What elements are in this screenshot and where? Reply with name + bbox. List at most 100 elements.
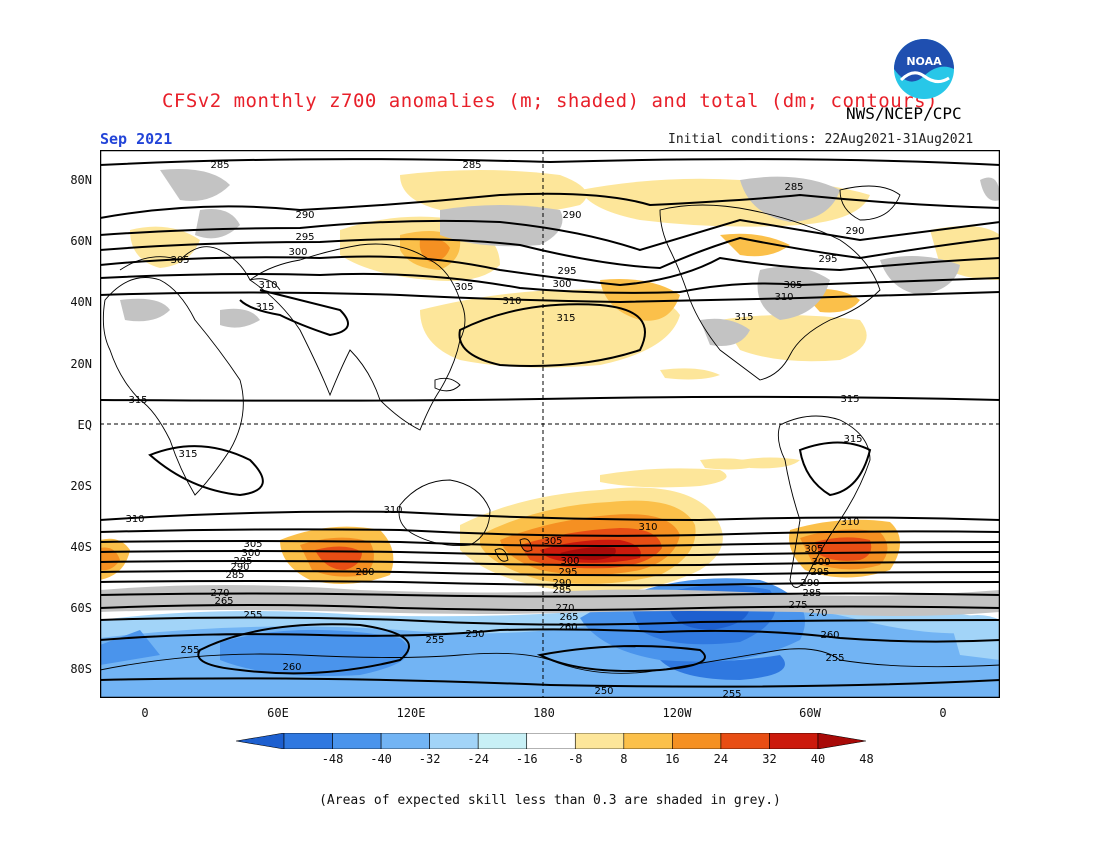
contour-label: 290 (552, 578, 571, 589)
lat-label: 80N (70, 173, 92, 187)
colorbar-bin (429, 733, 479, 749)
colorbar-tick-label: -16 (515, 752, 538, 766)
lat-label: EQ (77, 418, 92, 432)
colorbar-tick-label: 48 (859, 752, 874, 766)
contour-labels: 285 285 285 290 290 290 295 295 295 300 … (125, 160, 864, 698)
contour-label: 255 (425, 635, 444, 646)
contour-label: 255 (243, 610, 262, 621)
contour-label: 265 (559, 612, 578, 623)
contour-label: 300 (288, 247, 307, 258)
agency-label: NWS/NCEP/CPC (846, 104, 962, 123)
colorbar-bin (332, 733, 382, 749)
contour-label: 310 (125, 514, 144, 525)
lat-label: 20N (70, 357, 92, 371)
lon-label: 0 (939, 706, 947, 720)
contour-label: 305 (543, 536, 562, 547)
colorbar-tick-label: -32 (418, 752, 441, 766)
colorbar-bin (574, 733, 625, 749)
colorbar-tick-label: -24 (467, 752, 490, 766)
contour-label: 315 (734, 312, 753, 323)
contour-label: 250 (465, 629, 484, 640)
contour-label: 270 (555, 603, 574, 614)
colorbar-bin (720, 733, 770, 749)
contour-label: 315 (840, 394, 859, 405)
contour-label: 305 (783, 280, 802, 291)
contour-label: 315 (178, 449, 197, 460)
contour-label: 305 (454, 282, 473, 293)
contour-label: 300 (811, 557, 830, 568)
contour-label: 285 (552, 585, 571, 596)
lon-label: 60W (799, 706, 821, 720)
colorbar-bin (526, 733, 576, 749)
lon-label: 180 (533, 706, 555, 720)
colorbar-tick-label: 24 (713, 752, 729, 766)
coastlines (100, 185, 1000, 674)
map-border (100, 150, 1000, 698)
contour-label: 255 (180, 645, 199, 656)
colorbar (236, 733, 866, 749)
contour-label: 255 (825, 653, 844, 664)
colorbar-tick-label: 16 (665, 752, 680, 766)
lat-label: 20S (70, 479, 92, 493)
contour-label: 315 (255, 302, 274, 313)
contour-label: 300 (241, 548, 260, 559)
contour-label: 295 (295, 232, 314, 243)
lat-label: 40S (70, 540, 92, 554)
lat-label: 60N (70, 234, 92, 248)
contour-label: 295 (810, 567, 829, 578)
contour-label: 290 (800, 578, 819, 589)
colorbar-tick-label: 32 (762, 752, 777, 766)
contour-label: 280 (355, 567, 374, 578)
contour-label: 260 (820, 630, 839, 641)
contour-label: 295 (818, 254, 837, 265)
colorbar-bin (380, 733, 430, 749)
contour-label: 310 (383, 505, 402, 516)
height-contours (100, 158, 1000, 688)
contour-label: 290 (295, 210, 314, 221)
contour-label: 300 (552, 279, 571, 290)
initial-conditions-label: Initial conditions: 22Aug2021-31Aug2021 (668, 132, 974, 147)
lon-label: 120W (662, 706, 692, 720)
lon-label: 60E (267, 706, 289, 720)
colorbar-tick-label: 40 (810, 752, 826, 766)
contour-label: 315 (556, 313, 575, 324)
colorbar-tick-label: -40 (370, 752, 392, 766)
colorbar-max-arrow (817, 733, 866, 749)
contour-label: 270 (808, 608, 827, 619)
contour-label: 305 (243, 539, 262, 550)
contour-label: 285 (802, 588, 821, 599)
contour-label: 295 (233, 556, 252, 567)
lat-label: 80S (70, 662, 92, 676)
contour-label: 260 (282, 662, 301, 673)
contour-labels-north: 285 285 285 290 290 290 295 295 295 300 … (170, 160, 864, 324)
noaa-logo-icon: NOAA (894, 39, 954, 99)
contour-label: 285 (225, 570, 244, 581)
contour-label: 300 (560, 556, 579, 567)
valid-month-label: Sep 2021 (100, 130, 173, 148)
lat-label: 60S (70, 601, 92, 615)
contour-labels-tropics: 315 315 315 315 (128, 394, 862, 460)
contour-label: 310 (502, 296, 521, 307)
chart-title: CFSv2 monthly z700 anomalies (m; shaded)… (161, 90, 939, 112)
colorbar-bin (477, 733, 528, 749)
contour-label: 250 (594, 686, 613, 697)
colorbar-tick-label: -8 (568, 752, 583, 766)
contour-label: 315 (128, 395, 147, 406)
contour-label: 275 (788, 600, 807, 611)
contour-label: 310 (774, 292, 793, 303)
lon-label: 120E (396, 706, 426, 720)
contour-label: 270 (210, 588, 229, 599)
colorbar-tick-label: -48 (321, 752, 344, 766)
contour-label: 305 (804, 544, 823, 555)
noaa-logo-text: NOAA (906, 55, 942, 68)
contour-label: 265 (214, 596, 233, 607)
colorbar-min-arrow (236, 733, 285, 749)
anomaly-map: 285 285 285 290 290 290 295 295 295 300 … (100, 150, 1000, 698)
contour-label: 260 (558, 622, 577, 633)
contour-label: 310 (258, 280, 277, 291)
lon-label: 0 (141, 706, 149, 720)
colorbar-bin (769, 733, 819, 749)
contour-label: 315 (843, 434, 862, 445)
contour-label: 285 (784, 182, 803, 193)
contour-label: 295 (557, 266, 576, 277)
